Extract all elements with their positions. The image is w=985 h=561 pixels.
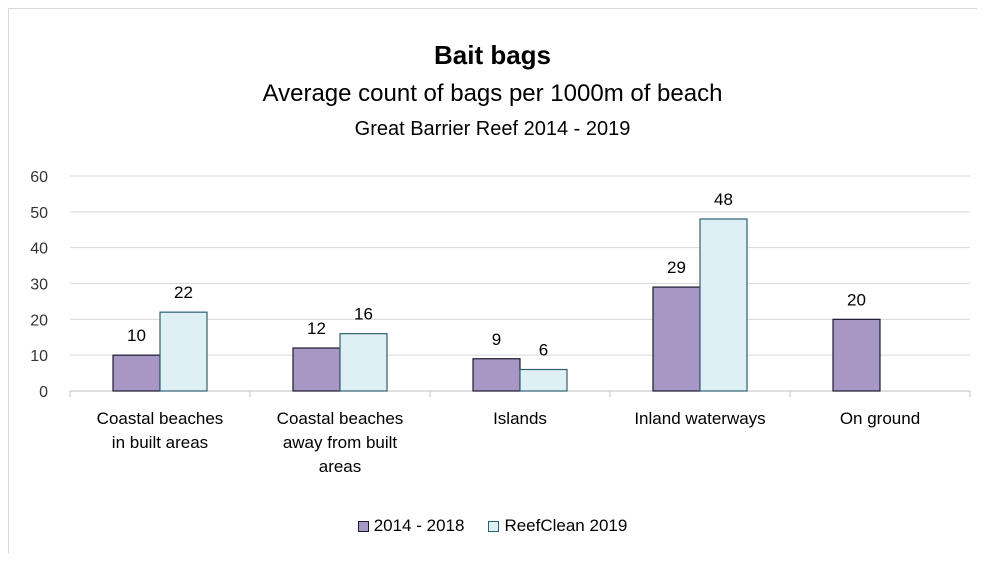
x-tick-label: On ground — [840, 409, 920, 428]
x-tick-label: away from built — [283, 433, 398, 452]
legend-item-series-1: 2014 - 2018 — [357, 516, 465, 536]
y-tick-label: 30 — [30, 277, 48, 294]
y-tick-label: 40 — [30, 241, 48, 258]
data-label: 16 — [354, 305, 373, 324]
bar-1 — [112, 354, 161, 392]
bar-2 — [519, 368, 568, 392]
y-tick-label: 10 — [30, 348, 48, 365]
bar-2 — [159, 311, 208, 392]
chart-subtitle: Average count of bags per 1000m of beach — [262, 80, 723, 107]
data-label: 6 — [539, 341, 548, 360]
bar-2 — [699, 218, 748, 392]
bar-2 — [339, 333, 388, 392]
legend-label-series-1: 2014 - 2018 — [373, 516, 465, 535]
y-tick-label: 60 — [30, 169, 48, 186]
data-label: 10 — [127, 326, 146, 345]
legend-swatch-series-1 — [357, 520, 369, 532]
data-label: 22 — [174, 283, 193, 302]
x-tick-label: Inland waterways — [634, 409, 765, 428]
legend-item-series-2: ReefClean 2019 — [488, 516, 627, 536]
x-tick-label: in built areas — [112, 433, 208, 452]
x-tick-label: areas — [319, 457, 362, 476]
bar-1 — [652, 286, 701, 392]
x-tick-label: Coastal beaches — [277, 409, 404, 428]
data-label: 48 — [714, 190, 733, 209]
bar-1 — [472, 358, 521, 392]
x-tick-label: Coastal beaches — [97, 409, 224, 428]
bar-1 — [292, 347, 341, 392]
data-label: 20 — [847, 290, 866, 309]
data-label: 12 — [307, 319, 326, 338]
y-tick-label: 0 — [39, 384, 48, 401]
legend-swatch-series-2 — [488, 520, 500, 532]
x-tick-label: Islands — [493, 409, 547, 428]
data-label: 29 — [667, 258, 686, 277]
chart-frame — [8, 8, 977, 553]
bar-1 — [832, 318, 881, 392]
chart-subtitle-period: Great Barrier Reef 2014 - 2019 — [354, 118, 631, 140]
legend-label-series-2: ReefClean 2019 — [504, 516, 628, 535]
y-tick-label: 50 — [30, 205, 48, 222]
data-label: 9 — [492, 330, 501, 349]
y-tick-label: 20 — [30, 312, 48, 329]
chart-title: Bait bags — [433, 40, 552, 70]
legend: 2014 - 2018 ReefClean 2019 — [0, 516, 985, 536]
